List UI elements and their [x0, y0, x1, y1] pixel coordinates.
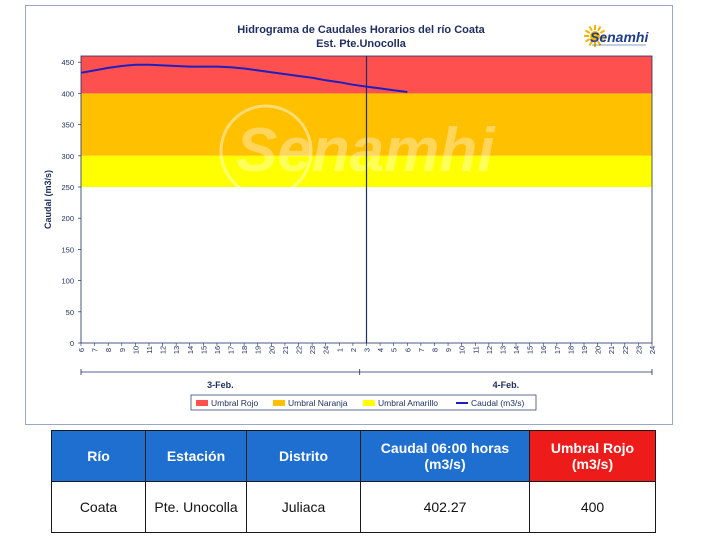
x-tick-label: 13 — [498, 346, 507, 354]
x-tick-label: 10 — [131, 346, 140, 354]
x-tick-label: 19 — [580, 346, 589, 354]
x-tick-label: 20 — [594, 346, 603, 354]
x-tick-label: 6 — [77, 348, 86, 352]
x-tick-label: 2 — [349, 348, 358, 352]
date-label-day2: 4-Feb. — [493, 380, 520, 390]
sun-ray-icon — [588, 40, 593, 47]
x-tick-label: 19 — [254, 346, 263, 354]
x-tick-label: 15 — [199, 346, 208, 354]
y-tick-label: 350 — [61, 121, 74, 130]
x-tick-label: 21 — [607, 346, 616, 354]
x-tick-label: 23 — [308, 346, 317, 354]
legend-swatch-1 — [273, 400, 285, 406]
x-tick-label: 22 — [295, 346, 304, 354]
y-tick-label: 0 — [70, 339, 74, 348]
x-tick-label: 23 — [634, 346, 643, 354]
legend-label-0: Umbral Rojo — [211, 398, 259, 408]
sun-ray-icon — [599, 38, 606, 43]
x-tick-label: 20 — [267, 346, 276, 354]
x-tick-label: 22 — [621, 346, 630, 354]
sun-ray-icon — [597, 25, 602, 32]
x-tick-label: 10 — [458, 346, 467, 354]
cell-distrito: Juliaca — [246, 481, 361, 533]
x-tick-label: 18 — [566, 346, 575, 354]
chart-title: Hidrograma de Caudales Horarios del río … — [237, 24, 485, 36]
x-tick-label: 17 — [227, 346, 236, 354]
y-tick-label: 50 — [66, 308, 74, 317]
legend-label-1: Umbral Naranja — [288, 398, 348, 408]
cell-estacion: Pte. Unocolla — [145, 481, 247, 533]
x-tick-label: 9 — [118, 348, 127, 352]
x-tick-label: 16 — [213, 346, 222, 354]
header-caudal: Caudal 06:00 horas (m3/s) — [360, 430, 530, 482]
cell-rio: Coata — [51, 481, 146, 533]
x-tick-label: 14 — [512, 346, 521, 354]
legend-swatch-2 — [363, 400, 375, 406]
chart-subtitle: Est. Pte.Unocolla — [316, 38, 407, 50]
station-summary-table: Río Estación Distrito Caudal 06:00 horas… — [51, 430, 656, 533]
hydrograph-chart: Hidrograma de Caudales Horarios del río … — [25, 5, 673, 425]
table-header-row: Río Estación Distrito Caudal 06:00 horas… — [51, 430, 656, 482]
table-row: Coata Pte. Unocolla Juliaca 402.27 400 — [51, 481, 656, 533]
x-tick-label: 4 — [376, 348, 385, 352]
y-axis-label: Caudal (m3/s) — [43, 170, 53, 229]
x-tick-label: 24 — [648, 346, 657, 354]
x-tick-label: 1 — [335, 348, 344, 352]
x-tick-label: 13 — [172, 346, 181, 354]
sun-ray-icon — [584, 38, 591, 43]
x-tick-label: 16 — [539, 346, 548, 354]
x-tick-label: 15 — [526, 346, 535, 354]
x-tick-label: 9 — [444, 348, 453, 352]
y-tick-label: 450 — [61, 58, 74, 67]
x-tick-label: 8 — [430, 348, 439, 352]
sun-ray-icon — [584, 29, 591, 34]
chart-svg: Hidrograma de Caudales Horarios del río … — [43, 24, 657, 411]
y-tick-label: 100 — [61, 277, 74, 286]
legend-label-3: Caudal (m3/s) — [471, 398, 525, 408]
x-tick-label: 12 — [159, 346, 168, 354]
x-tick-label: 5 — [390, 348, 399, 352]
sun-ray-icon — [599, 29, 606, 34]
senamhi-logo-text: Senamhi — [590, 29, 649, 45]
y-tick-label: 400 — [61, 89, 74, 98]
x-tick-label: 8 — [104, 348, 113, 352]
caudal-series-line — [80, 63, 408, 93]
y-tick-label: 200 — [61, 214, 74, 223]
senamhi-logo — [584, 25, 606, 47]
x-tick-label: 11 — [145, 346, 154, 354]
x-tick-label: 14 — [186, 346, 195, 354]
x-tick-label: 3 — [363, 348, 372, 352]
x-tick-label: 7 — [417, 348, 426, 352]
date-label-day1: 3-Feb. — [207, 380, 234, 390]
header-umbral-rojo: Umbral Rojo (m3/s) — [529, 430, 656, 482]
y-tick-label: 300 — [61, 152, 74, 161]
x-tick-label: 7 — [91, 348, 100, 352]
x-tick-label: 18 — [240, 346, 249, 354]
x-tick-label: 24 — [322, 346, 331, 354]
x-tick-label: 12 — [485, 346, 494, 354]
x-tick-label: 21 — [281, 346, 290, 354]
legend-label-2: Umbral Amarillo — [378, 398, 438, 408]
header-distrito: Distrito — [246, 430, 361, 482]
sun-icon — [590, 31, 600, 41]
watermark-sun-icon — [219, 104, 313, 198]
cell-caudal: 402.27 — [360, 481, 530, 533]
cell-umbral-rojo: 400 — [529, 481, 656, 533]
y-tick-label: 250 — [61, 183, 74, 192]
x-tick-label: 17 — [553, 346, 562, 354]
header-rio: Río — [51, 430, 146, 482]
x-tick-label: 11 — [471, 346, 480, 354]
legend-swatch-0 — [196, 400, 208, 406]
sun-ray-icon — [588, 25, 593, 32]
y-tick-label: 150 — [61, 245, 74, 254]
x-tick-label: 6 — [403, 348, 412, 352]
header-estacion: Estación — [145, 430, 247, 482]
